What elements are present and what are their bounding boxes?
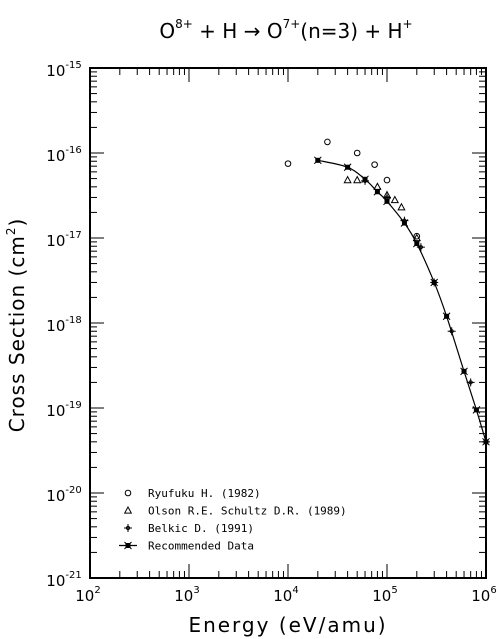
y-tick-label-base: 10 [46,487,65,505]
y-tick-label-base: 10 [46,147,65,165]
axis-ticks [89,68,486,579]
x-tick-label-exp: 4 [292,585,298,596]
y-tick-label-base: 10 [46,62,65,80]
x-tick-label: 104 [273,585,298,605]
data-markers [284,138,490,446]
x-tick-label-base: 10 [372,587,391,605]
y-tick-label-exp: -18 [65,315,81,326]
chart-title: O8+ + H → O7+(n=3) + H+ [159,17,412,43]
x-tick-label: 105 [372,585,397,605]
y-tick-label: 10-15 [46,60,81,80]
triangle-marker [353,175,362,184]
star-marker [460,367,468,376]
y-tick-label: 10-20 [46,485,81,505]
y-tick-label-base: 10 [46,572,65,590]
triangle-marker [343,175,352,184]
y-tick-label-exp: -21 [65,570,81,581]
star-marker [442,312,451,321]
y-axis-label-close: ) [5,218,29,227]
cross-marker [447,327,456,336]
legend-cross-marker [124,524,132,532]
legend-label: Olson R.E. Schultz D.R. (1989) [148,505,347,518]
x-tick-label-base: 10 [174,587,193,605]
x-tick-label: 106 [471,585,496,605]
recommended-data-line [317,159,487,442]
triangle-marker [397,202,406,211]
y-tick-label-base: 10 [46,402,65,420]
star-marker [412,239,421,248]
cross-marker [416,243,425,252]
x-tick-label: 103 [174,585,199,605]
star-marker [361,175,369,184]
star-marker [482,437,490,446]
y-tick-label-exp: -15 [65,60,81,71]
circle-marker [413,232,421,240]
y-tick-label-exp: -19 [65,400,81,411]
star-marker [343,163,352,172]
star-marker [430,278,439,287]
y-tick-label-exp: -17 [65,230,81,241]
title-part-2: + H → [193,19,267,43]
legend-circle-marker [124,489,132,497]
title-sup-4: + [403,17,413,31]
y-axis-label-main: Cross Section (cm [5,235,29,432]
triangle-marker [373,182,382,190]
triangle-marker [412,233,421,242]
x-axis-label: Energy (eV/amu) [188,613,387,637]
title-sup-3: 7+ [283,17,301,31]
legend-item: Ryufuku H. (1982) [124,487,261,500]
y-axis-label-sup: 2 [4,227,18,236]
triangle-marker [390,195,399,204]
y-tick-label: 10-19 [46,400,81,420]
legend-label: Belkic D. (1991) [148,522,254,535]
x-tick-label-exp: 5 [391,585,397,596]
x-tick-label: 102 [75,585,100,605]
circle-marker [383,176,391,184]
star-marker [373,187,382,196]
legend-item: Belkic D. (1991) [124,522,254,535]
legend-label: Ryufuku H. (1982) [148,487,261,500]
y-tick-label: 10-21 [46,570,81,590]
circle-marker [324,138,331,146]
cross-marker [466,378,475,387]
x-tick-label-base: 10 [273,587,292,605]
title-sup-1: 8+ [175,17,193,31]
circle-marker [284,160,292,167]
y-tick-label-exp: -16 [65,145,81,156]
x-tick-label-base: 10 [75,587,94,605]
y-tick-label-base: 10 [46,232,65,250]
legend-label: Recommended Data [148,540,254,553]
plot-frame [89,67,487,579]
circle-marker [371,161,378,168]
y-tick-label-exp: -20 [65,485,81,496]
x-tick-label-exp: 3 [193,585,199,596]
x-tick-label-base: 10 [471,587,490,605]
y-tick-label-base: 10 [46,317,65,335]
legend-item: Olson R.E. Schultz D.R. (1989) [123,505,347,518]
legend-triangle-marker [123,505,133,514]
star-marker [313,156,322,165]
title-part-1: O [159,19,175,43]
legend-star-marker [124,541,132,550]
star-marker [472,406,481,414]
legend: Ryufuku H. (1982) Olson R.E. Schultz D.R.… [119,487,347,553]
x-tick-label-exp: 2 [94,585,100,596]
title-part-3: O [267,19,283,43]
y-tick-label: 10-16 [46,145,81,165]
star-marker [400,219,409,227]
title-part-4: (n=3) + H [300,19,402,43]
legend-item: Recommended Data [119,540,254,553]
x-tick-labels: 102 103 104 105 106 [75,585,496,605]
x-tick-label-exp: 6 [490,585,496,596]
y-tick-label: 10-17 [46,230,81,250]
star-marker [383,197,391,206]
circle-marker [353,149,361,157]
y-axis-label: Cross Section (cm2) [4,218,29,433]
y-tick-label: 10-18 [46,315,81,335]
